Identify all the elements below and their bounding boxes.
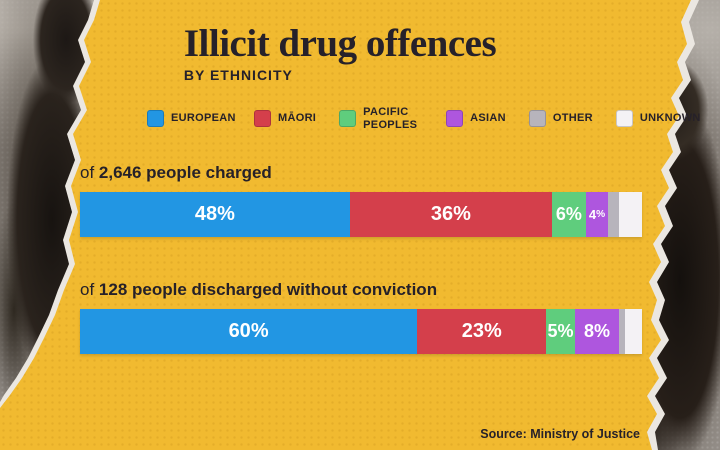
legend-label: PACIFIC PEOPLES [363, 106, 418, 131]
bar-segment-european: 48% [80, 192, 350, 237]
legend-item-other: OTHER [528, 110, 593, 128]
legend: EUROPEAN MĀORI PACIFIC PEOPLES ASIAN OTHER UN… [147, 106, 700, 131]
legend-label: UNKNOWN [639, 112, 701, 125]
bar-segment-european: 60% [80, 309, 418, 354]
legend-item-asian: ASIAN [446, 110, 506, 128]
bar-segment-pacific-peoples: 6% [552, 192, 586, 237]
bar-segment-pacific-peoples: 5% [546, 309, 575, 354]
bar-segment-other [608, 192, 620, 237]
bar-segment-unknown [619, 192, 642, 237]
legend-label: OTHER [552, 112, 593, 125]
legend-item-european: EUROPEAN [147, 110, 236, 128]
page-title: Illicit drug offences [183, 22, 497, 65]
bar-title: of 128 people discharged without convict… [80, 280, 438, 299]
legend-item-pacific-peoples: PACIFIC PEOPLES [339, 106, 423, 131]
green-swatch-icon [339, 110, 357, 128]
stacked-bars: of 2,646 people charged 48% 36% 6% 4% of 128 … [80, 163, 642, 354]
legend-item-unknown: UNKNOWN [615, 110, 701, 128]
legend-label: ASIAN [470, 112, 506, 125]
legend-label: MĀORI [278, 112, 317, 125]
bar-section: of 128 people discharged without convict… [80, 280, 642, 354]
purple-swatch-icon [446, 110, 464, 128]
bar-segment-m-ori: 23% [417, 309, 547, 354]
bar-segment-unknown [625, 309, 642, 354]
bar-title: of 2,646 people charged [80, 163, 272, 182]
blue-swatch-icon [147, 110, 164, 128]
white-swatch-icon [615, 110, 633, 128]
stacked-bar: 48% 36% 6% 4% [80, 192, 642, 237]
bar-segment-asian: 4% [585, 192, 609, 237]
bar-segment-other [619, 309, 626, 354]
page-subtitle: BY ETHNICITY [183, 67, 293, 83]
gray-swatch-icon [528, 110, 546, 128]
bar-segment-m-ori: 36% [349, 192, 553, 237]
bar-segment-asian: 8% [574, 309, 620, 354]
bar-section: of 2,646 people charged 48% 36% 6% 4% [80, 163, 642, 237]
source-credit: Source: Ministry of Justice [480, 427, 640, 441]
legend-label: EUROPEAN [171, 112, 236, 125]
stacked-bar: 60% 23% 5% 8% [80, 309, 642, 354]
red-swatch-icon [254, 110, 271, 128]
legend-item-m-ori: MĀORI [254, 110, 317, 128]
